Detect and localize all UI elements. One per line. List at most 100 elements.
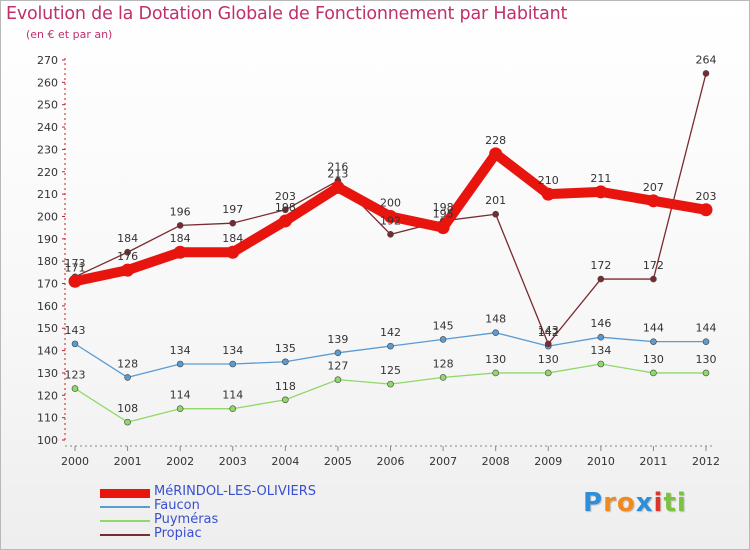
data-point-faucon	[597, 333, 605, 341]
legend-swatch	[100, 488, 150, 498]
data-point-m-rindol-les-oliviers	[699, 203, 713, 217]
logo-letter: P	[583, 488, 604, 518]
data-point-propiac	[492, 210, 499, 218]
data-label-m-rindol-les-oliviers: 207	[643, 181, 664, 194]
y-tick-label: 190	[37, 233, 58, 246]
data-point-propiac	[229, 219, 237, 227]
data-point-puym-ras	[439, 374, 447, 381]
data-label-puym-ras: 118	[275, 380, 296, 393]
logo-letter: t	[663, 488, 677, 518]
data-point-puym-ras	[702, 369, 710, 377]
x-tick-label: 2010	[587, 455, 615, 468]
legend-label: Puyméras	[154, 512, 219, 527]
legend-swatch	[100, 520, 150, 522]
y-tick-label: 240	[37, 121, 58, 134]
data-point-propiac	[282, 206, 289, 214]
data-point-puym-ras	[71, 385, 79, 392]
data-point-m-rindol-les-oliviers	[121, 263, 135, 277]
x-tick-label: 2012	[692, 455, 720, 468]
data-point-m-rindol-les-oliviers	[331, 180, 345, 194]
data-label-propiac: 201	[485, 194, 506, 207]
data-point-m-rindol-les-oliviers	[278, 214, 292, 228]
x-tick-label: 2005	[324, 455, 352, 468]
y-tick-label: 270	[37, 54, 58, 67]
x-tick-label: 2008	[482, 455, 510, 468]
data-label-propiac: 192	[380, 214, 401, 227]
data-point-puym-ras	[387, 380, 394, 388]
data-label-faucon: 143	[65, 324, 86, 337]
data-label-m-rindol-les-oliviers: 203	[696, 190, 717, 203]
data-label-m-rindol-les-oliviers: 176	[117, 250, 138, 263]
data-point-puym-ras	[176, 405, 184, 413]
x-tick-label: 2009	[534, 455, 562, 468]
logo-letter: o	[616, 488, 636, 518]
data-point-propiac	[702, 70, 710, 77]
data-point-m-rindol-les-oliviers	[384, 209, 397, 223]
data-point-propiac	[387, 231, 394, 238]
data-label-puym-ras: 125	[380, 364, 401, 377]
data-point-m-rindol-les-oliviers	[541, 187, 555, 201]
data-label-faucon: 148	[485, 313, 506, 326]
data-point-faucon	[702, 338, 710, 345]
data-label-m-rindol-les-oliviers: 171	[65, 261, 86, 274]
data-point-m-rindol-les-oliviers	[226, 245, 240, 259]
legend-swatch	[100, 534, 150, 536]
data-label-faucon: 128	[117, 357, 138, 370]
data-label-puym-ras: 134	[590, 344, 611, 357]
data-point-m-rindol-les-oliviers	[68, 274, 82, 288]
data-point-puym-ras	[597, 360, 605, 368]
data-label-faucon: 142	[380, 326, 401, 339]
legend-label: MéRINDOL-LES-OLIVIERS	[154, 484, 317, 499]
legend-label: Propiac	[154, 526, 202, 541]
data-point-puym-ras	[544, 369, 552, 377]
data-label-faucon: 144	[643, 322, 664, 335]
legend-swatch	[100, 506, 150, 508]
data-label-puym-ras: 128	[433, 357, 454, 370]
data-label-faucon: 142	[538, 326, 559, 339]
y-tick-label: 110	[37, 412, 58, 425]
data-point-puym-ras	[650, 369, 657, 377]
data-label-propiac: 173	[65, 257, 86, 270]
data-point-m-rindol-les-oliviers	[489, 147, 503, 161]
data-label-propiac: 216	[327, 161, 348, 174]
logo-letter: r	[603, 488, 617, 518]
data-point-propiac	[597, 275, 605, 283]
data-label-propiac: 264	[696, 53, 717, 66]
y-tick-label: 130	[37, 367, 58, 380]
data-label-puym-ras: 127	[327, 360, 348, 373]
data-point-m-rindol-les-oliviers	[436, 221, 450, 235]
data-point-propiac	[176, 222, 184, 229]
data-label-faucon: 146	[590, 317, 611, 330]
y-tick-label: 230	[37, 143, 58, 156]
y-tick-label: 150	[37, 322, 58, 335]
data-label-m-rindol-les-oliviers: 184	[170, 232, 191, 245]
data-label-puym-ras: 130	[485, 353, 506, 366]
y-tick-label: 100	[37, 434, 58, 447]
data-label-m-rindol-les-oliviers: 195	[433, 208, 454, 221]
x-tick-label: 2003	[219, 455, 247, 468]
y-tick-label: 180	[37, 255, 58, 268]
data-label-faucon: 134	[170, 344, 191, 357]
data-label-m-rindol-les-oliviers: 200	[380, 196, 401, 209]
proxiti-logo: Proxiti	[583, 488, 687, 518]
data-label-puym-ras: 130	[643, 353, 664, 366]
data-point-faucon	[124, 374, 131, 381]
data-label-propiac: 196	[170, 205, 191, 218]
data-point-puym-ras	[492, 369, 499, 377]
data-point-puym-ras	[124, 418, 131, 426]
data-label-faucon: 135	[275, 342, 296, 355]
data-label-m-rindol-les-oliviers: 228	[485, 134, 506, 147]
y-tick-label: 250	[37, 99, 58, 112]
data-label-puym-ras: 114	[222, 389, 243, 402]
data-label-puym-ras: 130	[538, 353, 559, 366]
data-label-m-rindol-les-oliviers: 211	[590, 172, 611, 185]
data-label-propiac: 197	[222, 203, 243, 216]
x-tick-label: 2002	[166, 455, 194, 468]
data-label-propiac: 184	[117, 232, 138, 245]
data-label-m-rindol-les-oliviers: 198	[275, 201, 296, 214]
data-point-faucon	[439, 336, 447, 343]
data-label-puym-ras: 114	[170, 389, 191, 402]
y-tick-label: 260	[37, 76, 58, 89]
data-label-m-rindol-les-oliviers: 213	[327, 167, 348, 180]
